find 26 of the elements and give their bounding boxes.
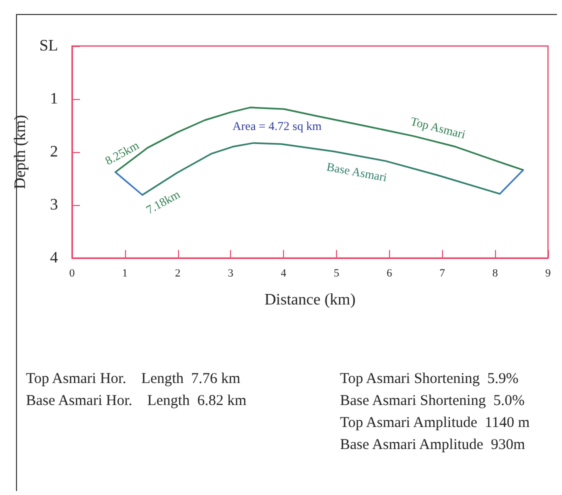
text: Base Asmari Shortening 5.0%	[340, 392, 526, 411]
text: Top Asmari	[409, 114, 468, 142]
x-tick-label: 8	[492, 268, 498, 280]
x-axis-title: Distance (km)	[264, 292, 356, 308]
text: Top Asmari Shortening 5.9%	[340, 370, 520, 389]
x-tick-label: 3	[228, 268, 234, 280]
x-tick-label: 1	[122, 268, 128, 280]
text: Top Asmari Hor. Length 7.76 km	[26, 370, 242, 389]
y-tick-label: 1	[50, 90, 58, 108]
x-tick-label: 6	[386, 268, 393, 280]
x-tick-label: 5	[334, 268, 340, 280]
y-tick-label: 2	[50, 144, 58, 160]
x-tick-label: 0	[69, 268, 76, 280]
annotation: Area = 4.72 sq km	[232, 119, 322, 133]
text: Base Asmari Amplitude 930m	[340, 436, 526, 455]
text: Base Asmari	[326, 160, 389, 184]
x-tick-label: 4	[280, 268, 287, 280]
text: Top Asmari Amplitude 1140 m	[340, 414, 530, 433]
x-tick-label: 2	[175, 268, 181, 280]
y-tick-label: 3	[50, 196, 58, 214]
text: Base Asmari Hor. Length 6.82 km	[26, 392, 246, 411]
y-tick-label: 4	[50, 250, 58, 266]
y-axis-title: Depth (km)	[12, 114, 29, 190]
y-tick-label: SL	[39, 38, 58, 54]
x-tick-label: 7	[439, 268, 446, 280]
x-tick-label: 9	[545, 268, 552, 280]
